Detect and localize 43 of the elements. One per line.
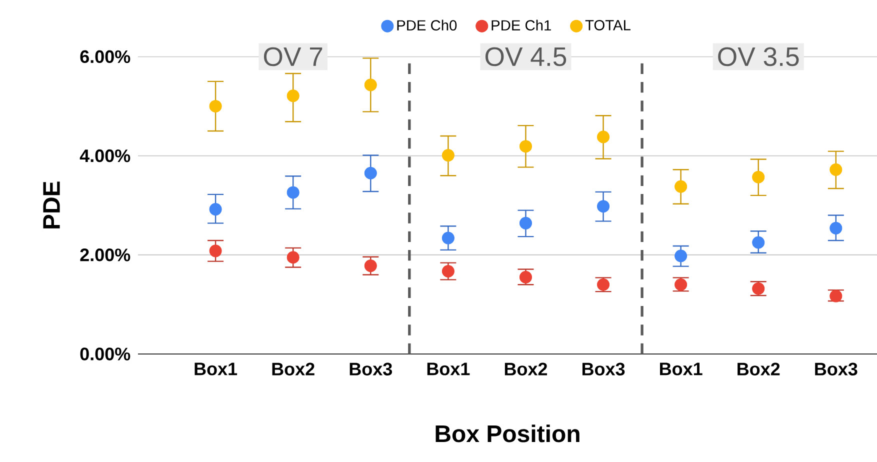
legend-label: TOTAL: [585, 20, 630, 30]
point: [442, 232, 454, 244]
annotation: OV 3.5: [718, 47, 799, 66]
point: [286, 90, 300, 102]
x-tick-label: Box3: [582, 362, 625, 376]
point: [597, 130, 610, 144]
point: [209, 100, 222, 112]
point: [830, 163, 842, 176]
x-tick-label: Box3: [815, 362, 858, 376]
point: [597, 200, 610, 213]
legend-label: PDE Ch0: [397, 20, 457, 31]
y-tick-label: 6.00%: [80, 50, 130, 64]
point: [519, 216, 532, 230]
point: [674, 250, 688, 262]
x-axis-title: Box Position: [436, 424, 580, 442]
x-tick-label: Box2: [272, 362, 314, 376]
x-tick-label: Box1: [194, 362, 238, 376]
x-tick-label: Box3: [350, 362, 392, 376]
point: [519, 140, 532, 153]
point: [442, 149, 454, 162]
point: [830, 222, 842, 234]
point: [752, 170, 765, 184]
point: [752, 236, 765, 249]
x-tick-label: Box1: [427, 362, 470, 376]
y-tick-label: 4.00%: [80, 149, 130, 162]
annotation: OV 4.5: [485, 47, 566, 66]
legend-label: PDE Ch1: [492, 20, 551, 31]
point: [286, 186, 300, 199]
point: [209, 203, 222, 216]
point: [364, 260, 377, 272]
point: [364, 166, 377, 180]
point: [364, 78, 377, 92]
x-tick-label: Box1: [660, 362, 702, 376]
point: [209, 244, 222, 258]
annotation: OV 7: [264, 47, 322, 66]
point: [674, 180, 688, 193]
point: [286, 251, 300, 264]
y-tick-label: 0.00%: [80, 348, 130, 360]
y-axis-title: PDE: [43, 182, 60, 228]
y-tick-label: 2.00%: [80, 248, 130, 262]
x-tick-label: Box2: [738, 362, 780, 376]
x-tick-label: Box2: [504, 362, 548, 376]
point: [830, 290, 842, 302]
